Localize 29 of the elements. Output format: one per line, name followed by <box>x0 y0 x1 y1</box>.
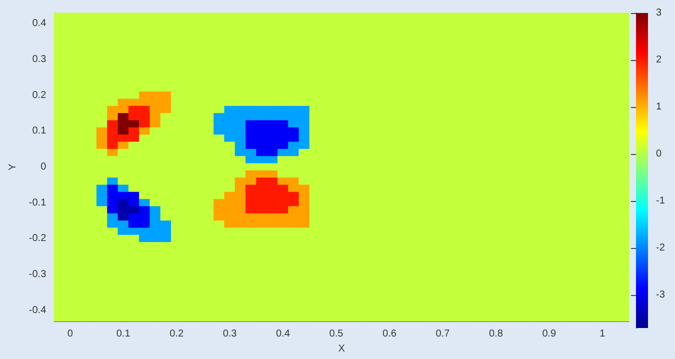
y-tick-label: -0.3 <box>28 269 47 280</box>
y-tick-label: -0.1 <box>28 197 47 208</box>
y-tick-label: 0 <box>40 162 47 173</box>
x-tick-label: 0.8 <box>488 328 504 340</box>
color-bar-label: -3 <box>656 290 666 301</box>
color-bar-label: -1 <box>656 196 666 207</box>
y-axis-title: Y <box>8 163 18 170</box>
x-tick-label: 0.2 <box>170 328 184 340</box>
x-tick-label: 0.6 <box>382 328 397 340</box>
color-bar-label: 2 <box>656 54 662 66</box>
y-tick-label: 0.3 <box>32 54 47 66</box>
y-tick-label: 0.1 <box>32 126 47 137</box>
x-axis-title: X <box>338 344 346 354</box>
x-tick-label: 0.9 <box>542 328 557 340</box>
color-bar-label: 1 <box>656 102 662 113</box>
color-bar-label: 3 <box>656 8 662 18</box>
x-tick-label: 0.7 <box>436 328 450 340</box>
y-tick-label: -0.4 <box>28 304 47 316</box>
x-tick-label: 0.4 <box>276 328 290 340</box>
color-bar-label: 0 <box>656 148 662 160</box>
x-tick-label: 0.5 <box>329 328 344 340</box>
x-tick-label: 0.1 <box>116 328 131 340</box>
y-tick-label: 0.2 <box>32 90 47 101</box>
y-tick-label: 0.4 <box>32 18 47 30</box>
x-tick-label: 0 <box>67 328 74 340</box>
y-tick-label: -0.2 <box>28 233 47 244</box>
x-tick-label: 0.3 <box>222 328 238 340</box>
x-tick-label: 1 <box>600 328 606 340</box>
color-bar-label: -2 <box>656 242 666 254</box>
